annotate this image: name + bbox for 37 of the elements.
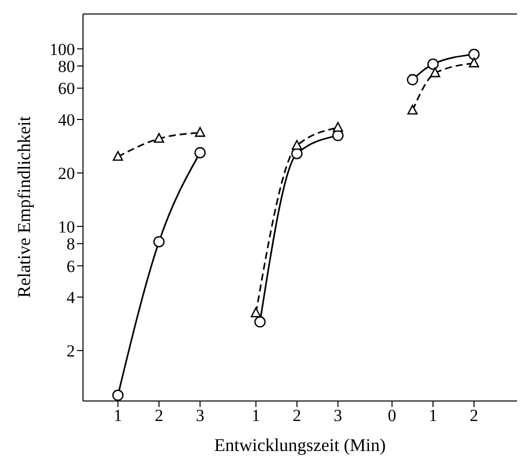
point bbox=[154, 132, 164, 143]
point bbox=[406, 74, 418, 86]
x-tick-label: 3 bbox=[334, 406, 342, 426]
point bbox=[292, 140, 302, 150]
point bbox=[194, 147, 206, 158]
x-tick-label: 1 bbox=[114, 406, 122, 426]
y-tick-label: 6 bbox=[66, 256, 75, 276]
x-tick-label: 3 bbox=[196, 406, 204, 426]
x-tick-label: 0 bbox=[388, 406, 396, 426]
y-tick-label: 40 bbox=[58, 110, 75, 130]
y-tick-label: 100 bbox=[50, 40, 75, 59]
point bbox=[250, 307, 262, 318]
point bbox=[407, 104, 418, 115]
point bbox=[254, 316, 266, 328]
point bbox=[430, 67, 440, 78]
y-tick-label: 4 bbox=[66, 288, 76, 308]
point bbox=[112, 151, 124, 161]
y-tick-label: 60 bbox=[58, 79, 75, 98]
y-tick-label: 20 bbox=[58, 164, 75, 183]
x-tick-label: 1 bbox=[252, 406, 260, 426]
point bbox=[468, 48, 480, 60]
point bbox=[468, 58, 480, 68]
y-tick-label: 10 bbox=[58, 217, 75, 236]
point bbox=[112, 390, 124, 401]
point bbox=[332, 122, 344, 132]
x-axis-title: Entwicklungszeit (Min) bbox=[214, 435, 386, 455]
x-tick-label: 2 bbox=[292, 406, 302, 426]
x-tick-label: 2 bbox=[154, 406, 164, 426]
y-tick-label: 2 bbox=[66, 342, 75, 361]
point bbox=[153, 236, 165, 248]
point bbox=[194, 127, 206, 137]
y-tick-label: 8 bbox=[66, 234, 75, 254]
point bbox=[427, 58, 439, 70]
x-tick-label: 2 bbox=[470, 406, 478, 426]
y-axis-title: Relative Empfindlichkeit bbox=[14, 116, 34, 298]
y-tick-label: 80 bbox=[58, 57, 75, 76]
x-tick-label: 1 bbox=[428, 406, 438, 426]
